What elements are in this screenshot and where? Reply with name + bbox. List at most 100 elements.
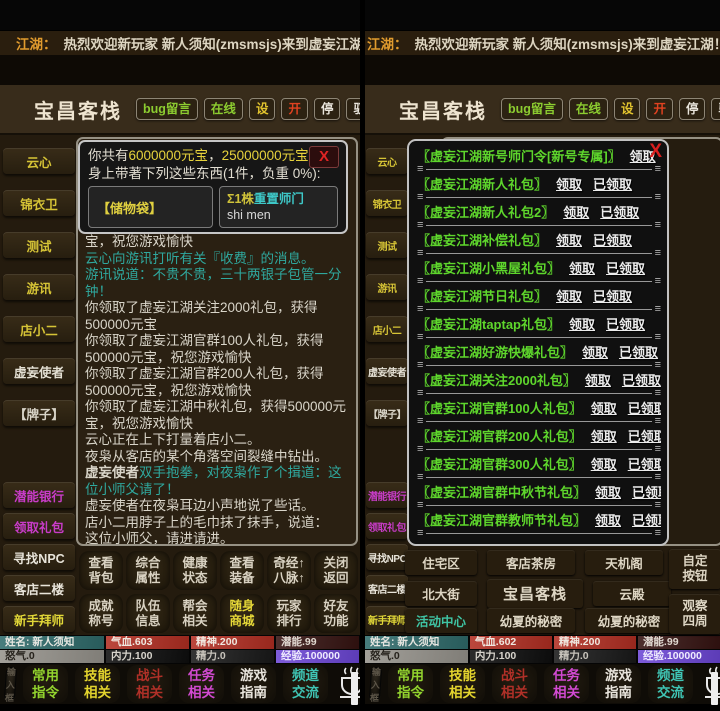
sidebar-item[interactable]: 客店二楼 bbox=[366, 575, 408, 601]
claim-link[interactable]: 领取 bbox=[595, 485, 622, 500]
claimed-link[interactable]: 已领取 bbox=[600, 205, 640, 220]
header-button[interactable]: 驭雕 bbox=[711, 97, 720, 121]
header-button[interactable]: 在线 bbox=[203, 97, 243, 121]
sidebar-item[interactable]: 店小二 bbox=[366, 316, 408, 342]
nav-button-quest-1[interactable]: 幼夏的秘密 bbox=[487, 608, 575, 633]
claimed-link[interactable]: 已领取 bbox=[619, 345, 659, 360]
sidebar-item[interactable]: 寻找NPC bbox=[366, 544, 408, 570]
item-reset-shimen[interactable]: Σ1株重置师门 shi men bbox=[218, 186, 338, 228]
menu-button[interactable]: 玩家 排行 bbox=[267, 594, 311, 633]
sidebar-item[interactable]: 云心 bbox=[3, 148, 75, 174]
sidebar-item[interactable]: 领取礼包 bbox=[3, 513, 75, 539]
sidebar-item[interactable]: 游讯 bbox=[3, 274, 75, 300]
claimed-link[interactable]: 已领取 bbox=[627, 457, 661, 472]
claimed-link[interactable]: 已领取 bbox=[632, 513, 661, 528]
menu-button[interactable]: 查看 装备 bbox=[220, 551, 264, 590]
menu-button[interactable]: 健康 状态 bbox=[173, 551, 217, 590]
claim-link[interactable]: 领取 bbox=[584, 373, 611, 388]
claim-link[interactable]: 领取 bbox=[590, 429, 617, 444]
header-button[interactable]: 开 bbox=[646, 97, 673, 121]
claimed-link[interactable]: 已领取 bbox=[632, 485, 661, 500]
command-button[interactable]: 常用 指令 bbox=[388, 665, 434, 703]
sidebar-item[interactable]: 锦衣卫 bbox=[3, 190, 75, 216]
command-button[interactable]: 任务 相关 bbox=[544, 665, 590, 703]
custom-button[interactable]: 自定 按钮 bbox=[669, 549, 720, 589]
sidebar-item[interactable]: 潜能银行 bbox=[3, 482, 75, 508]
input-box-icon[interactable]: 输入框 bbox=[368, 666, 383, 703]
menu-button[interactable]: 成就 称号 bbox=[79, 594, 123, 633]
sidebar-item[interactable]: 新手拜师 bbox=[366, 606, 408, 632]
header-button[interactable]: bug留言 bbox=[136, 97, 198, 121]
sidebar-item[interactable]: 虚妄使者 bbox=[3, 358, 75, 384]
command-button[interactable]: 游戏 指南 bbox=[231, 665, 277, 703]
header-button[interactable]: 开 bbox=[281, 97, 308, 121]
claim-link[interactable]: 领取 bbox=[595, 513, 622, 528]
close-icon[interactable]: X bbox=[649, 141, 662, 162]
sidebar-item[interactable]: 潜能银行 bbox=[366, 482, 408, 508]
claimed-link[interactable]: 已领取 bbox=[627, 429, 661, 444]
menu-button[interactable]: 关闭 返回 bbox=[314, 551, 358, 590]
claim-link[interactable]: 领取 bbox=[563, 205, 590, 220]
input-box-icon[interactable]: 输入框 bbox=[3, 666, 18, 703]
claimed-link[interactable]: 已领取 bbox=[606, 261, 646, 276]
sidebar-item[interactable]: 测试 bbox=[3, 232, 75, 258]
header-button[interactable]: 驭雕 bbox=[346, 97, 360, 121]
claim-link[interactable]: 领取 bbox=[556, 177, 583, 192]
nav-button-north-street[interactable]: 北大街 bbox=[405, 581, 477, 606]
command-button[interactable]: 游戏 指南 bbox=[596, 665, 642, 703]
sidebar-item[interactable]: 寻找NPC bbox=[3, 544, 75, 570]
header-button[interactable]: 设 bbox=[613, 97, 641, 121]
close-icon[interactable]: X bbox=[309, 146, 339, 168]
claimed-link[interactable]: 已领取 bbox=[593, 233, 633, 248]
command-button[interactable]: 战斗 相关 bbox=[492, 665, 538, 703]
claimed-link[interactable]: 已领取 bbox=[606, 317, 646, 332]
claim-link[interactable]: 领取 bbox=[569, 317, 596, 332]
claim-link[interactable]: 领取 bbox=[590, 401, 617, 416]
menu-button[interactable]: 奇经↑ 八脉↑ bbox=[267, 551, 311, 590]
claimed-link[interactable]: 已领取 bbox=[627, 401, 661, 416]
command-button[interactable]: 常用 指令 bbox=[23, 665, 69, 703]
menu-button[interactable]: 查看 背包 bbox=[79, 551, 123, 590]
sidebar-item[interactable]: 【牌子】 bbox=[3, 400, 75, 426]
header-button[interactable]: 在线 bbox=[568, 97, 608, 121]
nav-button-teahouse[interactable]: 客店茶房 bbox=[487, 550, 575, 575]
nav-button-current-room[interactable]: 宝昌客栈 bbox=[487, 579, 583, 608]
header-button[interactable]: 设 bbox=[248, 97, 276, 121]
sidebar-item[interactable]: 新手拜师 bbox=[3, 606, 75, 632]
claimed-link[interactable]: 已领取 bbox=[593, 289, 633, 304]
menu-button[interactable]: 队伍 信息 bbox=[126, 594, 170, 633]
menu-button[interactable]: 帮会 相关 bbox=[173, 594, 217, 633]
command-button[interactable]: 频道 交流 bbox=[648, 665, 694, 703]
sidebar-item[interactable]: 虚妄使者 bbox=[366, 358, 408, 384]
header-button[interactable]: 停 bbox=[313, 97, 341, 121]
claim-link[interactable]: 领取 bbox=[590, 457, 617, 472]
nav-button-residential[interactable]: 住宅区 bbox=[405, 550, 477, 575]
claim-link[interactable]: 领取 bbox=[556, 233, 583, 248]
sidebar-item[interactable]: 锦衣卫 bbox=[366, 190, 408, 216]
command-button[interactable]: 任务 相关 bbox=[179, 665, 225, 703]
sidebar-item[interactable]: 领取礼包 bbox=[366, 513, 408, 539]
menu-button[interactable]: 好友 功能 bbox=[314, 594, 358, 633]
claimed-link[interactable]: 已领取 bbox=[593, 177, 633, 192]
sidebar-item[interactable]: 测试 bbox=[366, 232, 408, 258]
item-storage-bag[interactable]: 【储物袋】 bbox=[88, 186, 213, 228]
command-button[interactable]: 战斗 相关 bbox=[127, 665, 173, 703]
nav-button-yundian[interactable]: 云殿 bbox=[593, 581, 671, 606]
menu-button[interactable]: 随身 商城 bbox=[220, 594, 264, 633]
command-button[interactable]: 频道 交流 bbox=[283, 665, 329, 703]
menu-button[interactable]: 综合 属性 bbox=[126, 551, 170, 590]
nav-button-quest-2[interactable]: 幼夏的秘密 bbox=[585, 608, 673, 633]
sidebar-item[interactable]: 客店二楼 bbox=[3, 575, 75, 601]
sidebar-item[interactable]: 【牌子】 bbox=[366, 400, 408, 426]
claimed-link[interactable]: 已领取 bbox=[621, 373, 661, 388]
header-button[interactable]: 停 bbox=[678, 97, 706, 121]
sidebar-item[interactable]: 游讯 bbox=[366, 274, 408, 300]
claim-link[interactable]: 领取 bbox=[629, 149, 656, 164]
nav-button-tianjige[interactable]: 天机阁 bbox=[585, 550, 663, 575]
claim-link[interactable]: 领取 bbox=[556, 289, 583, 304]
command-button[interactable]: 技能 相关 bbox=[75, 665, 121, 703]
look-around-button[interactable]: 观察 四周 bbox=[669, 594, 720, 634]
sidebar-item[interactable]: 云心 bbox=[366, 148, 408, 174]
command-button[interactable]: 技能 相关 bbox=[440, 665, 486, 703]
header-button[interactable]: bug留言 bbox=[501, 97, 563, 121]
